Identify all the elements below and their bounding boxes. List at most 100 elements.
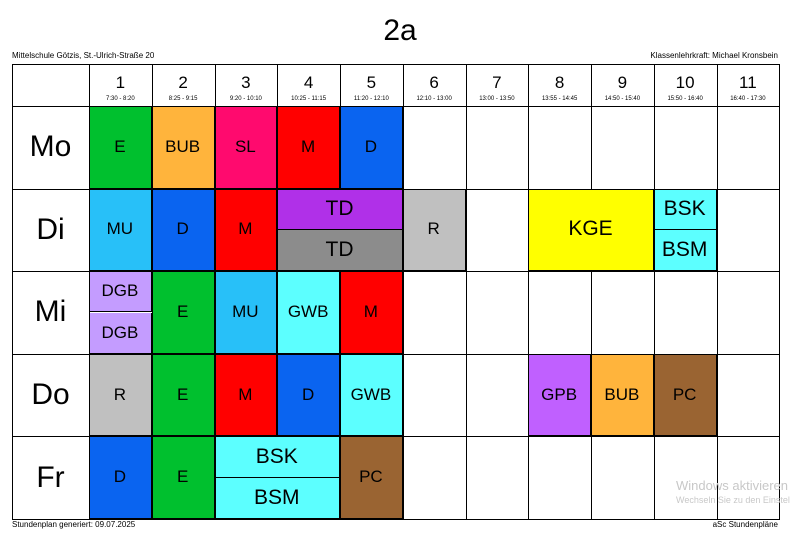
lesson-block[interactable]: M: [277, 106, 340, 189]
grid-line: [12, 106, 781, 107]
lesson-block[interactable]: TD: [277, 188, 403, 230]
lesson-block[interactable]: GWB: [340, 353, 403, 437]
grid-line: [653, 64, 655, 107]
grid-line: [591, 436, 592, 520]
period-number: 9: [617, 73, 628, 92]
grid-line: [528, 353, 530, 438]
period-header: 10 15:50 - 16:40: [654, 64, 717, 106]
grid-line: [528, 436, 530, 520]
lesson-block[interactable]: MU: [214, 271, 278, 354]
day-label: Do: [31, 378, 70, 412]
lesson-block[interactable]: E: [151, 271, 215, 354]
lesson-block[interactable]: E: [89, 106, 152, 189]
lesson-block[interactable]: PC: [340, 436, 403, 519]
period-header: 4 10:25 - 11:15: [277, 64, 340, 106]
lesson-block[interactable]: BSK: [653, 188, 717, 230]
grid-line: [528, 64, 530, 107]
grid-line: [151, 188, 153, 273]
lesson-block[interactable]: SL: [214, 106, 278, 189]
grid-line: [716, 353, 718, 438]
class-title: 2a: [383, 14, 417, 47]
grid-line: [402, 64, 404, 107]
watermark-line-1: Windows aktivieren: [676, 478, 788, 493]
lesson-block[interactable]: GWB: [277, 271, 340, 354]
timetable-grid: 1 7:30 - 8:20 2 8:25 - 9:15 3 9:20 - 10:10 4 10…: [12, 64, 781, 520]
period-header: 8 13:55 - 14:45: [528, 64, 591, 106]
grid-line: [214, 188, 216, 273]
period-number: 7: [492, 73, 502, 92]
grid-line: [340, 106, 341, 190]
lesson-block[interactable]: BSK: [214, 436, 340, 478]
period-number: 10: [675, 73, 695, 92]
lesson-block[interactable]: MU: [89, 188, 152, 272]
grid-line: [12, 436, 781, 438]
lesson-block[interactable]: DGB: [89, 312, 152, 354]
lesson-block[interactable]: M: [340, 271, 403, 354]
lesson-block[interactable]: M: [214, 188, 278, 272]
grid-line: [12, 271, 781, 273]
period-header: 5 11:20 - 12:10: [340, 64, 403, 106]
grid-line: [151, 271, 153, 355]
lesson-block[interactable]: KGE: [528, 188, 654, 272]
period-number: 6: [429, 73, 439, 92]
period-number: 3: [241, 73, 251, 92]
grid-line: [465, 188, 467, 273]
lesson-block[interactable]: E: [151, 436, 215, 519]
lesson-block[interactable]: BUB: [591, 353, 654, 437]
period-time: 16:40 - 17:30: [730, 96, 766, 102]
period-number: 8: [554, 73, 565, 92]
activation-watermark: Windows aktivieren Wechseln Sie zu den E…: [676, 478, 790, 505]
grid-line: [653, 188, 655, 273]
lesson-block[interactable]: TD: [277, 229, 403, 272]
lesson-block[interactable]: E: [151, 353, 215, 437]
grid-line: [214, 353, 216, 438]
lesson-block[interactable]: D: [277, 353, 340, 437]
period-number: 1: [115, 73, 126, 92]
lesson-block[interactable]: D: [151, 188, 215, 272]
grid-line: [214, 271, 216, 355]
grid-line: [277, 64, 279, 107]
grid-line: [465, 64, 467, 107]
grid-line: [214, 436, 216, 520]
grid-line: [528, 106, 530, 190]
lesson-block[interactable]: PC: [653, 353, 717, 437]
grid-line: [716, 436, 718, 520]
lesson-block[interactable]: GPB: [528, 353, 591, 437]
lesson-block[interactable]: BSM: [214, 477, 340, 519]
grid-line: [277, 188, 279, 273]
grid-line: [465, 353, 467, 438]
period-time: 8:25 - 9:15: [168, 96, 198, 102]
grid-line: [402, 353, 404, 438]
grid-line: [277, 353, 279, 438]
grid-line: [340, 353, 341, 438]
software-credit: aSc Stundenpläne: [712, 520, 778, 529]
grid-line: [591, 271, 592, 355]
grid-line: [12, 64, 781, 65]
day-label: Fr: [36, 460, 65, 494]
period-number: 2: [178, 73, 188, 92]
watermark-line-2: Wechseln Sie zu den Einstel: [676, 495, 790, 505]
period-time: 13:55 - 14:45: [541, 96, 578, 102]
grid-line: [465, 106, 467, 190]
lesson-block[interactable]: D: [89, 436, 152, 519]
lesson-block[interactable]: BUB: [151, 106, 215, 189]
lesson-block[interactable]: BSM: [653, 229, 717, 272]
period-header: 6 12:10 - 13:00: [403, 64, 466, 106]
lesson-block[interactable]: D: [340, 106, 403, 189]
grid-line: [402, 106, 404, 190]
grid-line: [591, 353, 592, 438]
period-time: 11:20 - 12:10: [353, 96, 389, 102]
grid-line: [340, 436, 341, 520]
lesson-block[interactable]: M: [214, 353, 278, 437]
lesson-block[interactable]: R: [89, 353, 152, 437]
grid-line: [151, 353, 153, 438]
grid-line: [528, 271, 530, 355]
grid-line: [340, 64, 341, 107]
grid-line: [402, 436, 404, 520]
lesson-block[interactable]: R: [402, 188, 466, 272]
period-header: 1 7:30 - 8:20: [89, 64, 152, 106]
lesson-block[interactable]: DGB: [89, 271, 152, 313]
grid-line: [716, 64, 718, 107]
grid-line: [12, 188, 781, 190]
grid-line: [716, 188, 718, 273]
